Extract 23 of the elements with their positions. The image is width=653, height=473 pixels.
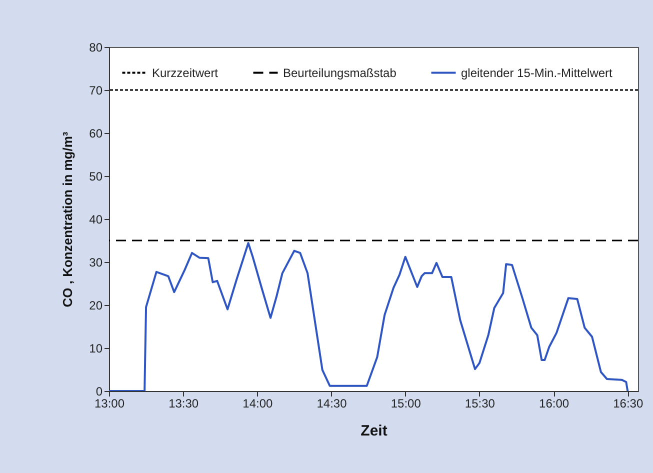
x-axis-title: Zeit <box>360 422 388 440</box>
x-tick-label: 15:00 <box>390 396 422 410</box>
x-tick-label: 13:30 <box>168 396 199 410</box>
y-axis-title: CO , Konzentration in mg/m³ <box>60 131 76 308</box>
y-tick-label: 60 <box>89 126 103 140</box>
x-tick-label: 16:30 <box>613 396 644 410</box>
legend-label: gleitender 15-Min.-Mittelwert <box>461 66 614 80</box>
y-tick-label: 20 <box>89 298 103 312</box>
x-tick-label: 15:30 <box>464 396 496 410</box>
y-tick-label: 70 <box>89 84 103 98</box>
legend-label: Kurzzeitwert <box>152 66 219 80</box>
y-tick-label: 80 <box>89 40 103 54</box>
x-tick-label: 14:00 <box>242 396 274 410</box>
x-tick-label: 14:30 <box>316 396 348 410</box>
x-tick-label: 13:00 <box>94 396 125 410</box>
y-tick-label: 40 <box>89 212 103 226</box>
legend-label: Beurteilungsmaßstab <box>283 66 397 80</box>
y-tick-label: 50 <box>89 170 103 184</box>
y-tick-label: 30 <box>89 256 103 270</box>
x-tick-label: 16:00 <box>539 396 570 410</box>
y-tick-label: 0 <box>96 384 103 398</box>
line-series <box>109 242 629 391</box>
y-tick-label: 10 <box>89 342 103 356</box>
